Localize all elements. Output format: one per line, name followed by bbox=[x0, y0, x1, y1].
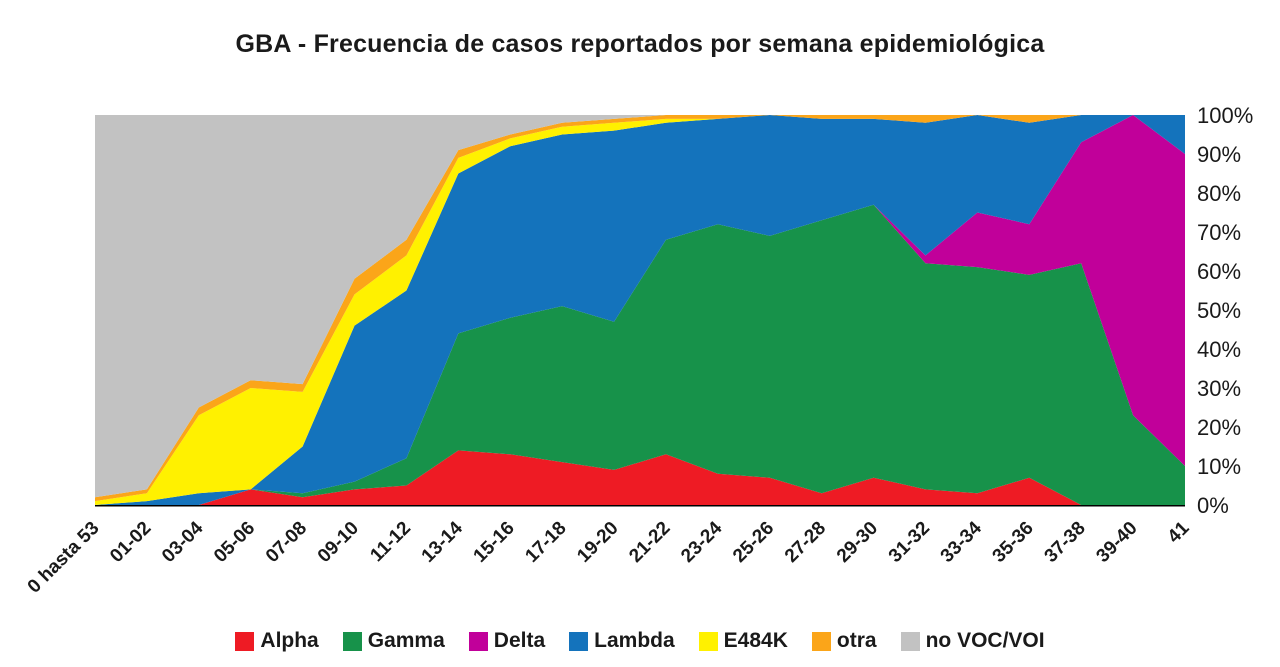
legend-label: Gamma bbox=[367, 629, 445, 652]
x-axis-label: 19-20 bbox=[573, 518, 622, 567]
legend-label: otra bbox=[836, 629, 877, 652]
x-axis-label: 31-32 bbox=[885, 518, 934, 567]
legend-item-gamma: Gamma bbox=[342, 629, 445, 653]
legend-swatch-icon bbox=[698, 631, 718, 651]
x-axis-label: 35-36 bbox=[989, 518, 1038, 567]
x-axis-label: 03-04 bbox=[158, 517, 208, 567]
legend-swatch-icon bbox=[569, 631, 589, 651]
y-axis-tick-label: 80% bbox=[1197, 181, 1241, 206]
legend-label: E484K bbox=[723, 629, 788, 652]
x-axis-label: 23-24 bbox=[677, 517, 727, 567]
area-series-e484k bbox=[95, 115, 1185, 505]
x-axis-label: 01-02 bbox=[106, 518, 155, 567]
y-axis-tick-label: 40% bbox=[1197, 337, 1241, 362]
x-axis-label: 21-22 bbox=[625, 518, 674, 567]
x-axis-label: 07-08 bbox=[262, 518, 311, 567]
area-series-no-voc-voi bbox=[95, 115, 1185, 498]
legend-swatch-icon bbox=[342, 631, 362, 651]
y-axis-tick-label: 100% bbox=[1197, 103, 1253, 128]
area-series-gamma bbox=[95, 204, 1185, 505]
legend-item-e484k: E484K bbox=[698, 629, 788, 653]
x-axis-label: 09-10 bbox=[314, 518, 363, 567]
legend-label: no VOC/VOI bbox=[925, 629, 1045, 652]
x-axis-label: 13-14 bbox=[418, 517, 468, 567]
legend-label: Delta bbox=[493, 629, 546, 652]
legend-swatch-icon bbox=[468, 631, 488, 651]
y-axis-tick-label: 0% bbox=[1197, 493, 1229, 518]
x-axis-label: 29-30 bbox=[833, 518, 882, 567]
x-axis-label: 25-26 bbox=[729, 518, 778, 567]
legend-swatch-icon bbox=[235, 631, 255, 651]
x-axis-label: 17-18 bbox=[521, 518, 570, 567]
y-axis-tick-label: 30% bbox=[1197, 376, 1241, 401]
area-series-lambda bbox=[95, 115, 1185, 505]
chart-title: GBA - Frecuencia de casos reportados por… bbox=[235, 30, 1045, 58]
legend-label: Alpha bbox=[260, 629, 319, 652]
x-axis-label: 27-28 bbox=[781, 518, 830, 567]
legend-swatch-icon bbox=[900, 631, 920, 651]
x-axis-label: 37-38 bbox=[1041, 518, 1090, 567]
y-axis-tick-label: 70% bbox=[1197, 220, 1241, 245]
legend-item-otra: otra bbox=[811, 629, 877, 653]
area-series-delta bbox=[95, 115, 1185, 505]
area-series-alpha bbox=[95, 450, 1185, 505]
y-axis-tick-label: 90% bbox=[1197, 142, 1241, 167]
x-axis-label: 39-40 bbox=[1092, 518, 1141, 567]
y-axis-tick-label: 50% bbox=[1197, 298, 1241, 323]
legend-item-alpha: Alpha bbox=[235, 629, 319, 653]
legend-item-lambda: Lambda bbox=[569, 629, 675, 653]
x-axis-label: 11-12 bbox=[366, 518, 414, 566]
x-axis-label: 0 hasta 53 bbox=[24, 518, 104, 598]
legend-label: Lambda bbox=[594, 629, 675, 652]
chart-legend: Alpha Gamma Delta Lambda E484K otra no VOC/VOI bbox=[0, 629, 1280, 653]
y-axis-tick-label: 60% bbox=[1197, 259, 1241, 284]
legend-item-no-voc-voi: no VOC/VOI bbox=[900, 629, 1045, 653]
x-axis-label: 41 bbox=[1164, 517, 1194, 547]
x-axis-label: 33-34 bbox=[937, 517, 987, 567]
y-axis-tick-label: 20% bbox=[1197, 415, 1241, 440]
y-axis-tick-label: 10% bbox=[1197, 454, 1241, 479]
x-axis-label: 15-16 bbox=[470, 518, 519, 567]
x-axis-label: 05-06 bbox=[210, 518, 259, 567]
legend-item-delta: Delta bbox=[468, 629, 546, 653]
legend-swatch-icon bbox=[811, 631, 831, 651]
